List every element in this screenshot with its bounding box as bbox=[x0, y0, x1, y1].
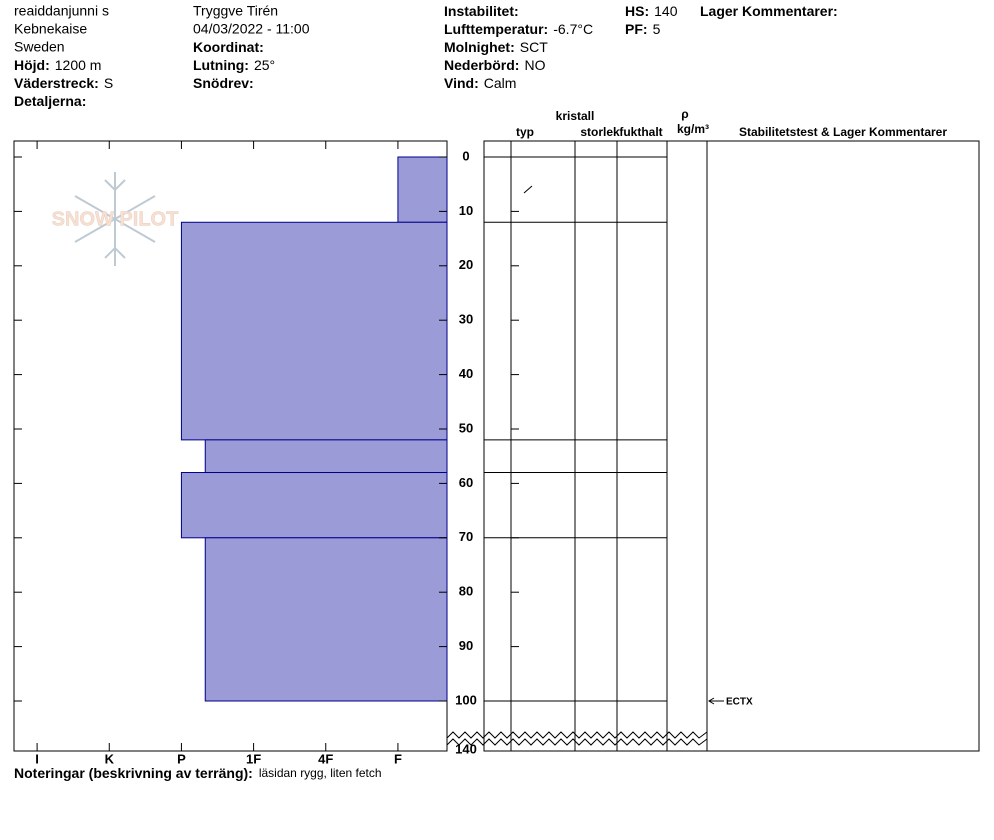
layer-bar bbox=[397, 156, 448, 223]
header-field: Höjd: 1200 m bbox=[14, 57, 101, 73]
header-text: 04/03/2022 - 11:00 bbox=[193, 21, 310, 37]
field-value: 5 bbox=[653, 21, 661, 37]
header-text: Kebnekaise bbox=[14, 21, 87, 37]
header-field: Väderstreck: S bbox=[14, 75, 113, 91]
depth-tick-label: 90 bbox=[459, 638, 473, 653]
field-value: -6.7°C bbox=[553, 21, 593, 37]
field-value: NO bbox=[524, 57, 545, 73]
header-field: Koordinat: bbox=[193, 39, 264, 55]
field-value: 25° bbox=[254, 57, 275, 73]
header-field: Vind: Calm bbox=[444, 75, 516, 91]
table-header: kg/m³ bbox=[677, 122, 709, 136]
depth-tick-label: 100 bbox=[455, 692, 477, 707]
header-field: PF: 5 bbox=[625, 21, 661, 37]
field-value: S bbox=[104, 75, 113, 91]
table-frame bbox=[483, 140, 980, 752]
notes-label: Noteringar (beskrivning av terräng): bbox=[14, 765, 253, 781]
field-label: Lager Kommentarer: bbox=[700, 3, 838, 19]
field-label: PF: bbox=[625, 21, 648, 37]
layer-bar bbox=[204, 537, 448, 702]
depth-tick-label: 30 bbox=[459, 312, 473, 327]
hardness-tick-label: 4F bbox=[318, 751, 333, 766]
field-label: Väderstreck: bbox=[14, 75, 99, 91]
table-header: typ bbox=[516, 125, 534, 139]
field-label: Höjd: bbox=[14, 57, 50, 73]
notes-value: läsidan rygg, liten fetch bbox=[259, 766, 382, 780]
field-label: Molnighet: bbox=[444, 39, 515, 55]
header-field: Snödrev: bbox=[193, 75, 254, 91]
crystal-symbol bbox=[523, 185, 533, 194]
field-label: Detaljerna: bbox=[14, 93, 86, 109]
depth-tick-label: 20 bbox=[459, 257, 473, 272]
axis-break bbox=[446, 738, 708, 746]
header-field: Lutning: 25° bbox=[193, 57, 275, 73]
header-text: Tryggve Tirén bbox=[193, 3, 278, 19]
hardness-tick-label: K bbox=[105, 751, 115, 766]
table-header: fukthalt bbox=[619, 125, 662, 139]
field-value: 1200 m bbox=[55, 57, 102, 73]
depth-tick-label: 140 bbox=[455, 741, 477, 756]
depth-tick-label: 80 bbox=[459, 584, 473, 599]
table-header: kristall bbox=[556, 109, 595, 123]
field-label: Lufttemperatur: bbox=[444, 21, 548, 37]
hardness-tick-label: 1F bbox=[246, 751, 261, 766]
layer-bar bbox=[180, 472, 448, 539]
field-value: Calm bbox=[484, 75, 517, 91]
header-field: Lufttemperatur: -6.7°C bbox=[444, 21, 593, 37]
header-field: Detaljerna: bbox=[14, 93, 86, 109]
depth-tick-label: 10 bbox=[459, 203, 473, 218]
test-arrowhead bbox=[708, 697, 715, 705]
field-label: Nederbörd: bbox=[444, 57, 519, 73]
field-value: SCT bbox=[520, 39, 548, 55]
header-field: Lager Kommentarer: bbox=[700, 3, 838, 19]
header-field: Nederbörd: NO bbox=[444, 57, 546, 73]
notes: Noteringar (beskrivning av terräng): läsi… bbox=[14, 765, 382, 781]
header-text: Sweden bbox=[14, 39, 65, 55]
logo-text: SNOW PILOT bbox=[52, 208, 179, 230]
layer-bar bbox=[204, 439, 448, 474]
header-text: reaiddanjunni s bbox=[14, 3, 109, 19]
layer-bar bbox=[180, 221, 448, 441]
table-header: ρ bbox=[681, 107, 688, 121]
table-header: storlek bbox=[580, 125, 620, 139]
header-field: Instabilitet: bbox=[444, 3, 519, 19]
table-header: Stabilitetstest & Lager Kommentarer bbox=[739, 125, 947, 139]
hardness-tick-label: F bbox=[394, 751, 402, 766]
header-field: HS: 140 bbox=[625, 3, 678, 19]
hardness-tick-label: P bbox=[177, 751, 186, 766]
depth-tick-label: 60 bbox=[459, 475, 473, 490]
field-label: Lutning: bbox=[193, 57, 249, 73]
field-label: HS: bbox=[625, 3, 649, 19]
field-label: Vind: bbox=[444, 75, 479, 91]
hardness-tick-label: I bbox=[35, 751, 39, 766]
header-field: Molnighet: SCT bbox=[444, 39, 548, 55]
depth-tick-label: 70 bbox=[459, 529, 473, 544]
depth-tick-label: 40 bbox=[459, 366, 473, 381]
field-label: Instabilitet: bbox=[444, 3, 519, 19]
depth-tick-label: 50 bbox=[459, 420, 473, 435]
field-label: Snödrev: bbox=[193, 75, 254, 91]
axis-break bbox=[446, 731, 708, 739]
logo: SNOW PILOT bbox=[51, 172, 179, 266]
depth-tick-label: 0 bbox=[462, 148, 469, 163]
test-label: ECTX bbox=[726, 697, 753, 708]
field-value: 140 bbox=[654, 3, 678, 19]
field-label: Koordinat: bbox=[193, 39, 264, 55]
table-columns bbox=[510, 141, 708, 751]
